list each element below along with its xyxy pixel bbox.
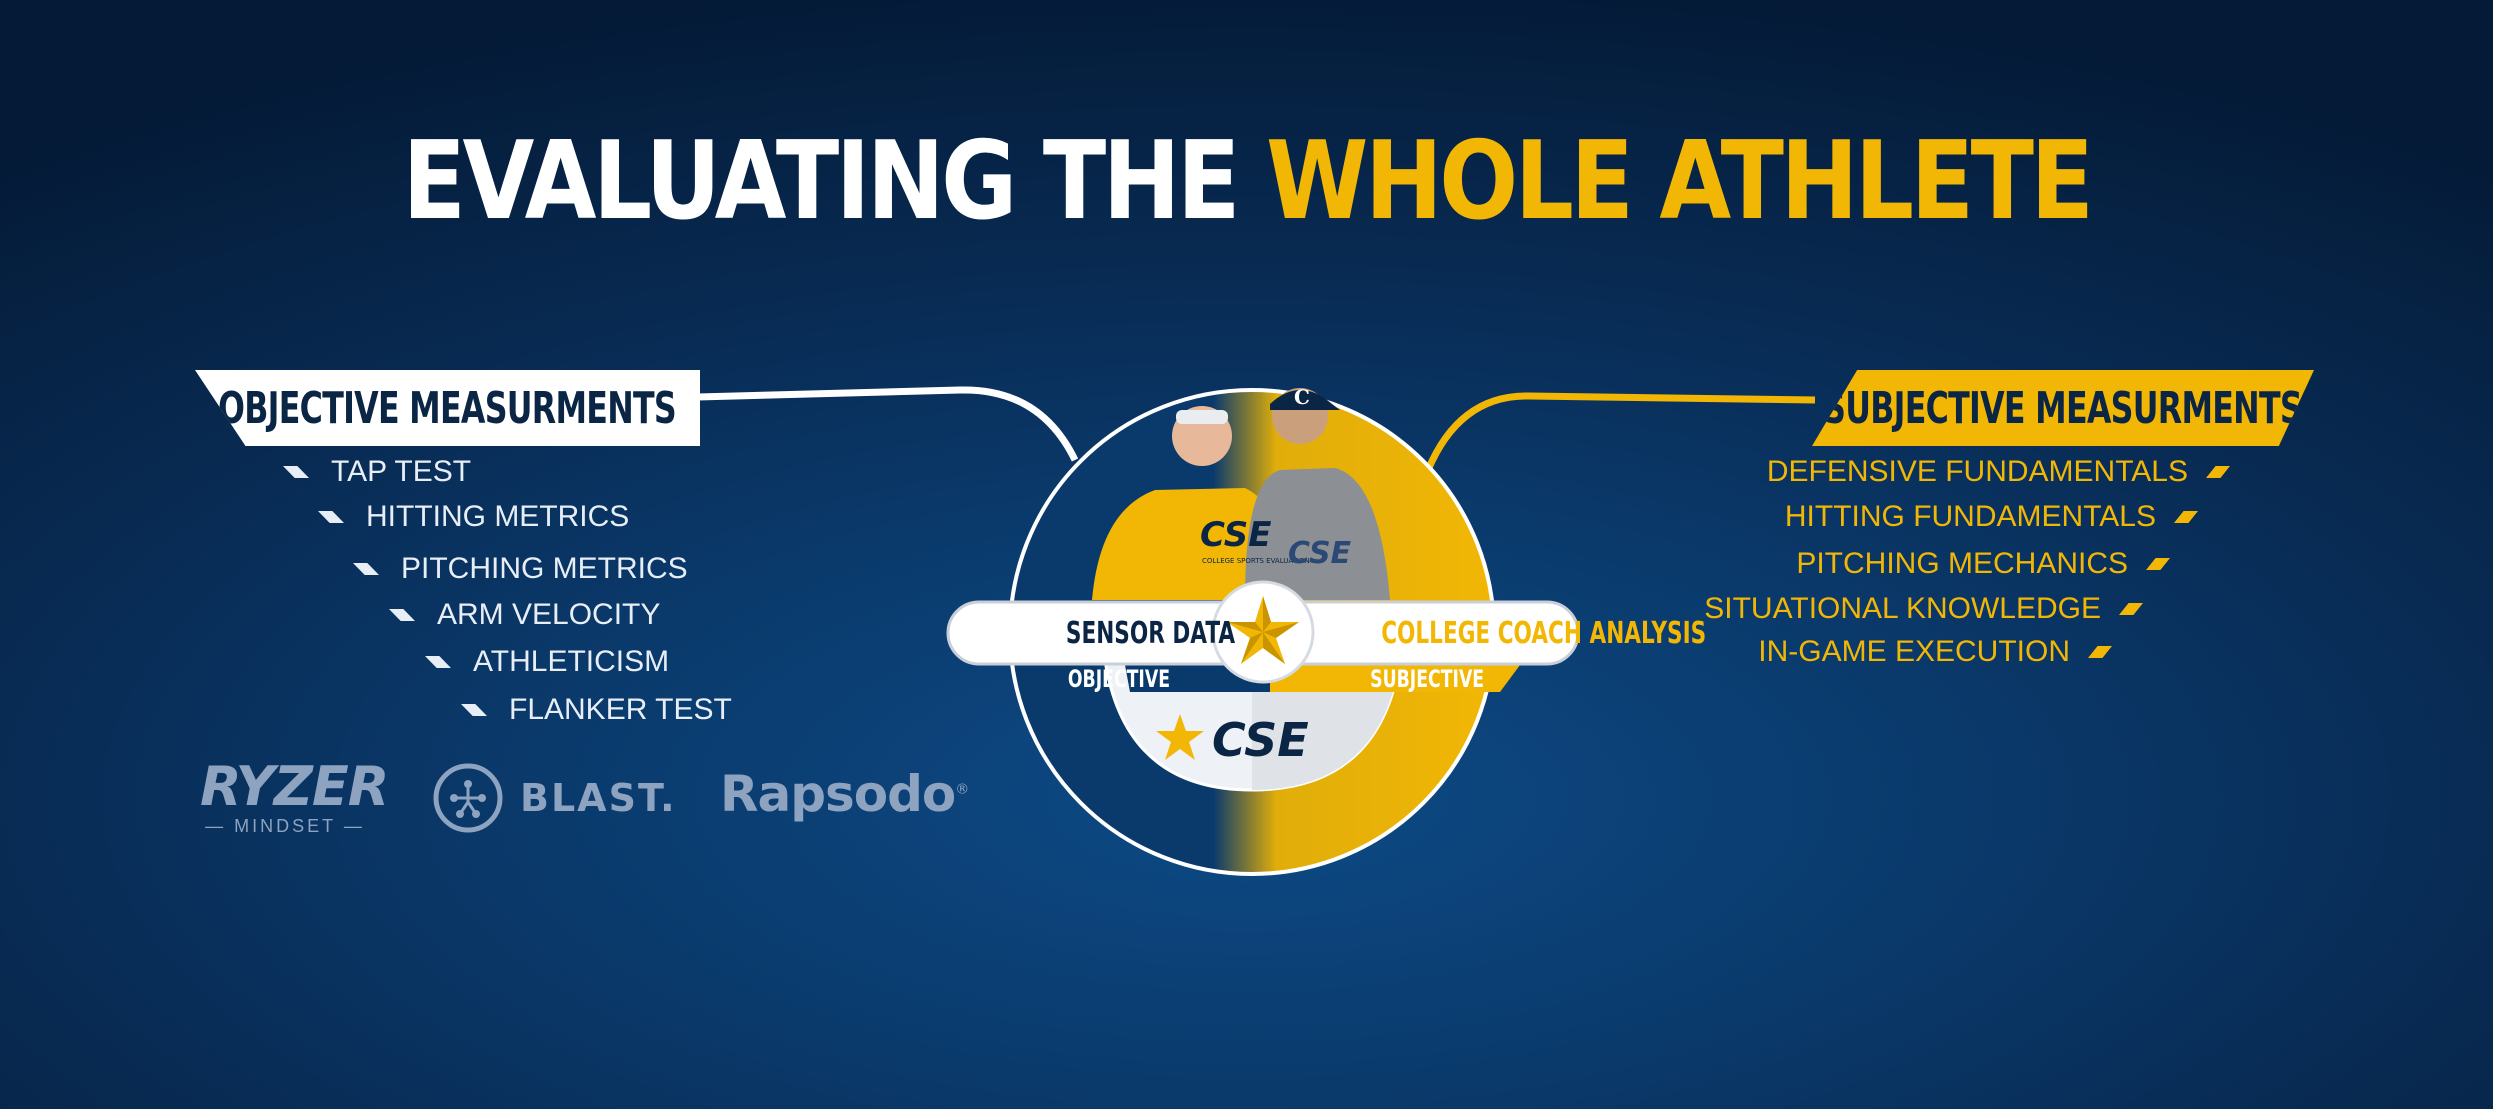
objective-item: ATHLETICISM [425, 645, 669, 679]
svg-text:C: C [1294, 385, 1310, 409]
list-marker-icon [425, 656, 451, 668]
list-marker-icon [353, 563, 379, 575]
shirt-cse-sub: COLLEGE SPORTS EVALUATION [1202, 557, 1310, 565]
list-marker-icon [2088, 646, 2112, 658]
objective-badge-label: OBJECTIVE MEASURMENTS [218, 382, 678, 434]
subjective-item: IN-GAME EXECUTION [1758, 635, 2112, 669]
sensor-data-label: SENSOR DATA [1065, 616, 1236, 651]
objective-item: HITTING METRICS [318, 500, 629, 534]
subjective-badge-label: SUBJECTIVE MEASURMENTS [1823, 382, 2304, 434]
list-marker-icon [389, 609, 415, 621]
page-title: EVALUATING THE WHOLE ATHLETE [175, 128, 2319, 236]
list-marker-icon [2146, 558, 2170, 570]
subjective-item: HITTING FUNDAMENTALS [1785, 500, 2198, 534]
objective-connector [659, 386, 1079, 462]
list-marker-icon [461, 704, 487, 716]
subjective-sublabel: SUBJECTIVE [1370, 665, 1485, 693]
star-icon [1227, 596, 1299, 664]
rapsodo-logo: Rapsodo® [720, 765, 969, 823]
objective-badge: OBJECTIVE MEASURMENTS [195, 370, 700, 446]
list-marker-icon [2206, 466, 2230, 478]
shirt-cse-text-right: CSE [1288, 536, 1352, 571]
subjective-item: SITUATIONAL KNOWLEDGE [1704, 592, 2143, 626]
center-graphic: C CSE COLLEGE SPORTS EVALUATION CSE CSE [946, 385, 1580, 876]
blast-icon [433, 763, 503, 833]
shirt-cse-text: CSE [1200, 515, 1271, 555]
list-marker-icon [2119, 603, 2143, 615]
objective-item: PITCHING METRICS [353, 552, 688, 586]
objective-item: ARM VELOCITY [389, 598, 660, 632]
athlete-left [1092, 406, 1290, 600]
blast-logo: BLAST. [432, 762, 677, 834]
coach-analysis-label: COLLEGE COACH ANALYSIS [1381, 616, 1707, 651]
cse-logo-star-icon [1156, 714, 1204, 760]
list-marker-icon [318, 511, 344, 523]
objective-sublabel: OBJECTIVE [1067, 665, 1171, 693]
cse-logo-text: CSE [1212, 713, 1309, 767]
ryzer-sub: — MINDSET — [205, 816, 365, 836]
athlete-right: C [1245, 385, 1390, 600]
subjective-item: DEFENSIVE FUNDAMENTALS [1767, 455, 2230, 489]
subjective-connector [1424, 392, 1816, 472]
subjective-badge: SUBJECTIVE MEASURMENTS [1812, 370, 2314, 446]
objective-item: FLANKER TEST [461, 693, 732, 727]
title-white-part: EVALUATING THE [402, 119, 1240, 244]
list-marker-icon [283, 466, 309, 478]
objective-item: TAP TEST [283, 455, 471, 489]
ryzer-logo: RYZER — MINDSET — [200, 755, 389, 837]
subjective-item: PITCHING MECHANICS [1796, 547, 2170, 581]
title-yellow-part: WHOLE ATHLETE [1265, 119, 2094, 244]
list-marker-icon [2174, 511, 2198, 523]
